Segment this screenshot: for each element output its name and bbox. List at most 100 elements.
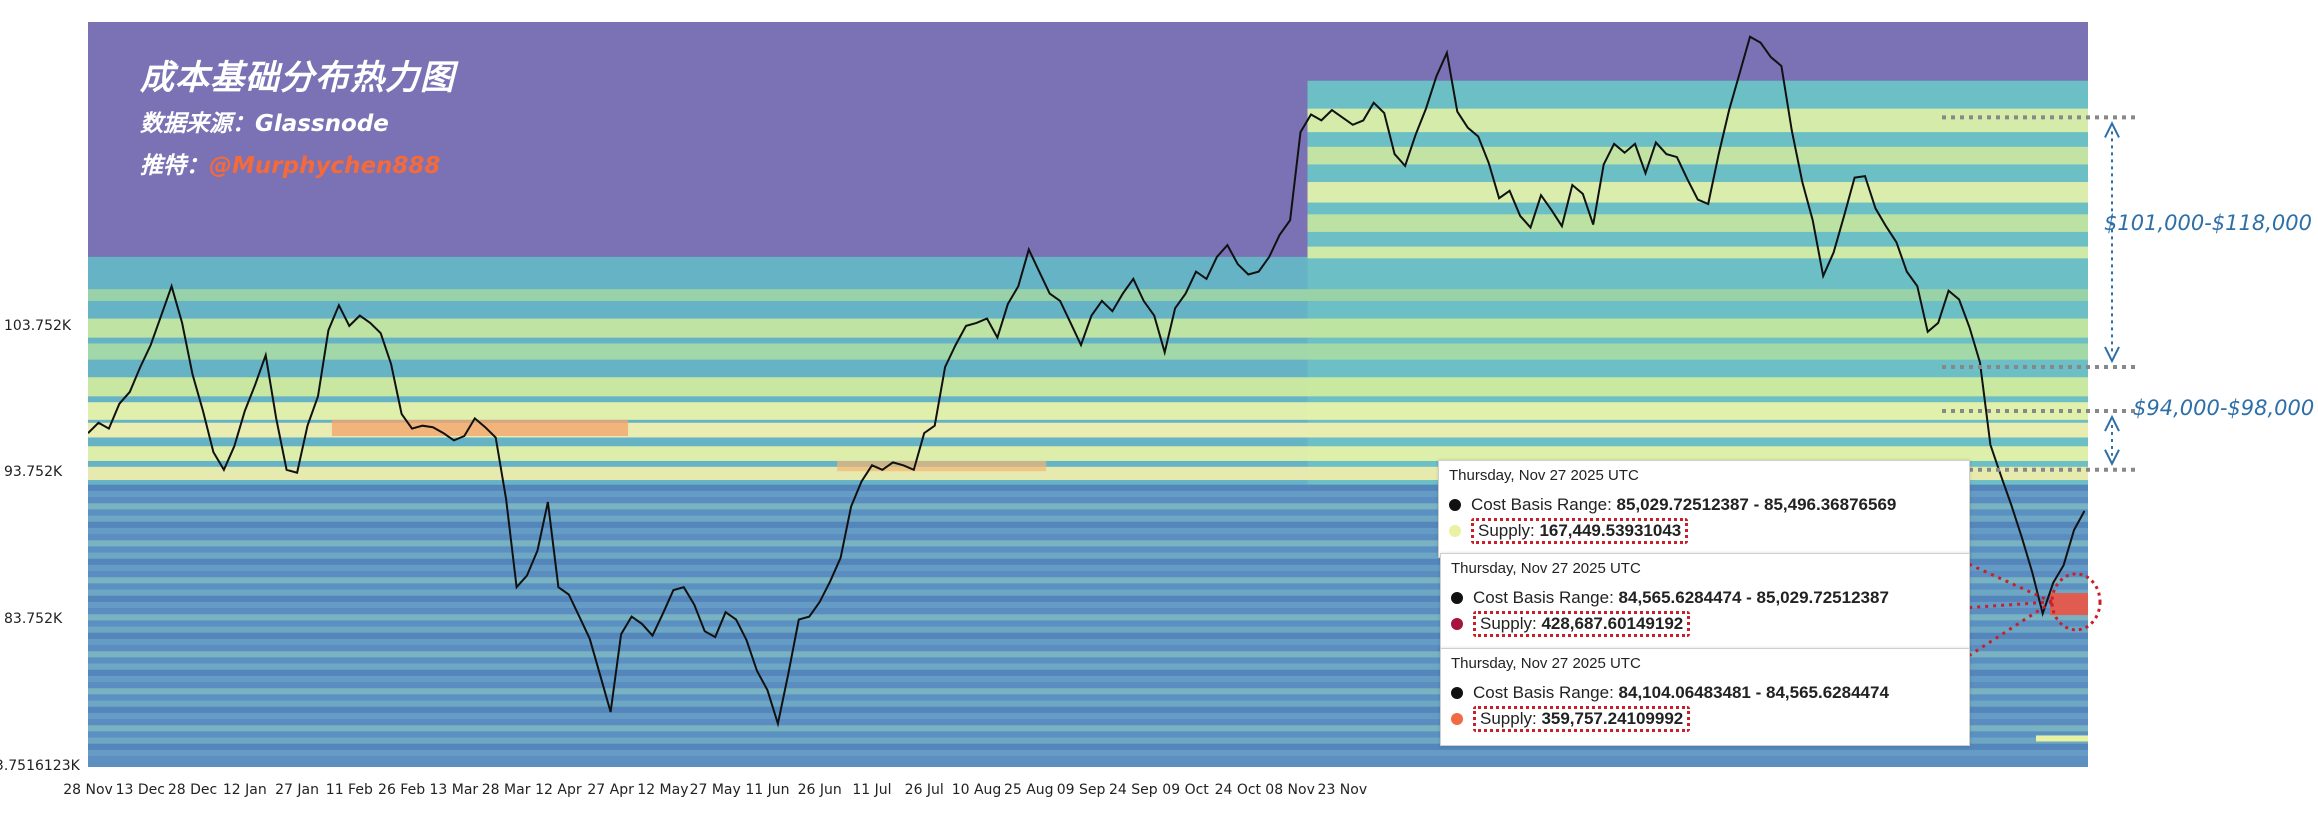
heatmap-band: [88, 521, 2088, 528]
twitter-handle: @Murphychen888: [209, 153, 441, 179]
supply-label: Supply:: [1478, 521, 1535, 540]
range-label: Cost Basis Range:: [1471, 495, 1612, 514]
x-tick-label: 24 Sep: [1108, 782, 1158, 798]
x-tick-label: 26 Feb: [378, 782, 426, 798]
heatmap-band: [88, 700, 2088, 707]
y-tick-label: 83.752K: [4, 611, 63, 628]
tooltip-1: Thursday, Nov 27 2025 UTC Cost Basis Ran…: [1438, 460, 1970, 558]
supply-value: 428,687.60149192: [1541, 614, 1684, 633]
heatmap-band: [88, 608, 2088, 615]
arrowhead-icon: [2104, 449, 2120, 466]
range-label: Cost Basis Range:: [1473, 588, 1614, 607]
heatmap-band: [1307, 214, 2088, 232]
annotation-high-range: $101,000-$118,000: [2104, 211, 2312, 235]
x-tick-label: 11 Jun: [745, 782, 790, 798]
heatmap-band: [837, 460, 1047, 472]
heatmap-band: [88, 725, 2088, 732]
x-tick-label: 13 Dec: [115, 782, 165, 798]
arrowhead-icon: [2104, 414, 2120, 432]
heatmap-band: [88, 583, 2088, 590]
heatmap-band: [88, 527, 2088, 535]
x-tick-label: 26 Jun: [797, 782, 842, 798]
range-value: 84,104.06483481 - 84,565.6284474: [1618, 683, 1889, 702]
tooltip-range-row: Cost Basis Range: 85,029.72512387 - 85,4…: [1449, 492, 1959, 518]
heatmap-band: [88, 497, 2088, 504]
x-tick-label: 08 Nov: [1265, 782, 1315, 798]
heatmap-band: [88, 534, 2088, 541]
x-tick-label: 28 Nov: [63, 782, 113, 798]
supply-highlight: Supply: 359,757.24109992: [1473, 706, 1691, 732]
x-tick-label: 27 May: [689, 782, 741, 798]
heatmap-band: [88, 571, 2088, 578]
x-tick-label: 28 Mar: [481, 782, 531, 798]
tooltip-date: Thursday, Nov 27 2025 UTC: [1449, 467, 1639, 484]
heatmap-band: [88, 558, 2088, 565]
heatmap-band: [88, 552, 2088, 559]
heatmap-band: [88, 343, 2088, 360]
chart-title: 成本基础分布热力图: [140, 58, 455, 98]
heatmap-band: [88, 663, 2088, 670]
price-line: [88, 35, 2086, 728]
heatmap-band: [88, 706, 2088, 713]
range-label: Cost Basis Range:: [1473, 683, 1614, 702]
x-tick-label: 11 Feb: [325, 782, 373, 798]
heatmap-band: [88, 712, 2088, 720]
heatmap-band: [88, 377, 2088, 397]
x-tick-label: 12 May: [637, 782, 689, 798]
tooltip-supply-row: Supply: 359,757.24109992: [1451, 706, 1959, 732]
heatmap-band: [88, 595, 2088, 602]
heatmap-band: [88, 682, 2088, 689]
heatmap-band: [88, 589, 2088, 596]
x-tick-label: 24 Oct: [1214, 782, 1262, 798]
x-tick-label: 09 Sep: [1056, 782, 1106, 798]
heatmap-band: [88, 737, 2088, 744]
y-tick-label: 93.752K: [4, 464, 63, 481]
heatmap-band: [1307, 182, 2088, 203]
supply-color-swatch: [1449, 525, 1461, 537]
x-tick-label: 25 Aug: [1003, 782, 1054, 798]
bullet-icon: [1451, 592, 1463, 604]
data-source-label: 数据来源：Glassnode: [140, 111, 389, 137]
tooltip-2: Thursday, Nov 27 2025 UTC Cost Basis Ran…: [1440, 553, 1970, 651]
x-tick-label: 23 Nov: [1317, 782, 1368, 798]
heatmap-band: [88, 669, 2088, 676]
heatmap-band: [88, 731, 2088, 738]
heatmap-band: [88, 626, 2088, 633]
heatmap-band: [88, 638, 2088, 646]
heatmap-band: [88, 503, 2088, 510]
heatmap-band: [88, 749, 2088, 757]
heatmap-band: [88, 719, 2088, 726]
arrowhead-icon: [2104, 121, 2120, 138]
twitter-prefix: 推特：: [140, 153, 209, 179]
heatmap-band: [88, 289, 2088, 301]
x-tick-label: 12 Jan: [222, 782, 267, 798]
tooltip-date: Thursday, Nov 27 2025 UTC: [1451, 655, 1641, 672]
heatmap-band: [1307, 246, 2088, 259]
heatmap-band: [88, 564, 2088, 572]
tooltip-date: Thursday, Nov 27 2025 UTC: [1451, 560, 1641, 577]
x-tick-label: 26 Jul: [904, 782, 944, 798]
supply-highlight: Supply: 428,687.60149192: [1473, 611, 1691, 637]
heatmap-band: [88, 645, 2088, 652]
heatmap-band: [88, 632, 2088, 639]
supply-value: 359,757.24109992: [1541, 709, 1684, 728]
heatmap-band: [88, 688, 2088, 695]
x-tick-label: 09 Oct: [1162, 782, 1209, 798]
heatmap-band: [88, 509, 2088, 516]
heatmap-band: [88, 657, 2088, 664]
heatmap-band: [88, 694, 2088, 701]
heatmap-band: [88, 614, 2088, 621]
heatmap-band: [88, 620, 2088, 627]
supply-highlight: Supply: 167,449.53931043: [1471, 518, 1689, 544]
tooltip-range-row: Cost Basis Range: 84,565.6284474 - 85,02…: [1451, 585, 1959, 611]
heatmap-band: [1307, 108, 2088, 133]
heatmap-band: [88, 490, 2088, 498]
bullet-icon: [1451, 687, 1463, 699]
supply-value: 167,449.53931043: [1539, 521, 1682, 540]
supply-label: Supply:: [1480, 614, 1537, 633]
heatmap-band: [88, 540, 2088, 547]
heatmap-band: [331, 419, 629, 436]
heatmap-band: [88, 546, 2088, 553]
twitter-credit: 推特：@Murphychen888: [140, 146, 440, 180]
